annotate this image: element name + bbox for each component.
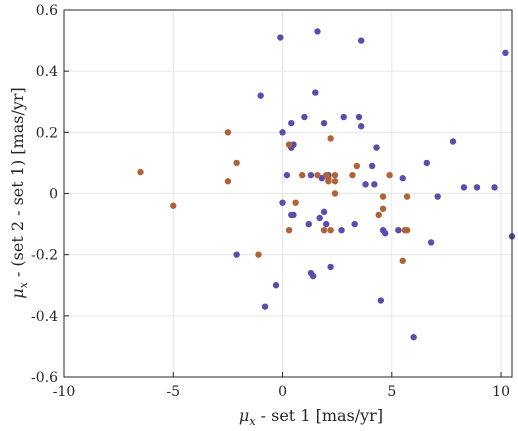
data-point: [288, 211, 295, 219]
y-tick-label: -0.4: [31, 309, 58, 325]
data-point: [403, 227, 411, 234]
y-tick-label: -0.6: [31, 370, 58, 386]
data-point: [362, 181, 369, 188]
y-tick-label: 0.4: [36, 64, 58, 80]
y-tick-label: 0.2: [36, 125, 58, 141]
data-point: [331, 190, 339, 197]
data-point: [285, 227, 293, 234]
x-tick-label: 10: [492, 384, 510, 400]
y-tick-label: -0.2: [31, 248, 58, 264]
data-point: [320, 208, 328, 216]
data-point: [460, 184, 468, 191]
data-point: [301, 113, 308, 121]
y-tick-label: 0: [49, 187, 58, 203]
data-point: [257, 92, 264, 99]
data-points: [137, 28, 516, 341]
data-point: [279, 199, 286, 206]
data-point: [373, 144, 380, 151]
data-point: [288, 119, 295, 127]
data-point: [434, 193, 441, 200]
x-tick-label: -5: [166, 384, 180, 400]
data-point: [327, 263, 334, 271]
data-point: [368, 162, 376, 170]
series-1: [233, 28, 516, 341]
data-point: [320, 227, 328, 234]
data-point: [331, 178, 339, 185]
data-point: [371, 181, 378, 188]
data-point: [316, 214, 323, 222]
data-point: [170, 202, 177, 209]
data-point: [355, 113, 363, 121]
y-axis-label: μx - (set 2 - set 1) [mas/yr]: [8, 87, 30, 299]
data-point: [327, 135, 334, 142]
data-point: [349, 171, 356, 179]
data-point: [314, 28, 321, 35]
data-point: [224, 129, 232, 136]
y-axis-label-symbol: μ: [8, 288, 27, 298]
data-point: [410, 334, 417, 341]
data-point: [312, 89, 319, 96]
data-point: [233, 159, 240, 167]
y-axis-label-subscript: x: [17, 281, 30, 288]
data-point: [137, 168, 144, 176]
data-point: [279, 129, 286, 136]
y-tick-label: 0.6: [36, 3, 58, 19]
data-point: [403, 193, 411, 200]
data-point: [331, 171, 339, 179]
data-point: [423, 159, 430, 167]
data-point: [314, 171, 321, 179]
data-point: [379, 205, 387, 212]
data-point: [285, 141, 293, 148]
data-point: [399, 175, 406, 182]
data-point: [353, 162, 361, 170]
data-point: [320, 119, 328, 127]
y-axis-label-text: - (set 2 - set 1) [mas/yr]: [8, 87, 27, 282]
x-axis-label: μx - set 1 [mas/yr]: [239, 406, 383, 428]
data-point: [375, 211, 382, 219]
data-point: [233, 251, 240, 258]
data-point: [283, 171, 291, 179]
data-point: [427, 239, 435, 246]
data-point: [379, 193, 387, 200]
data-point: [261, 303, 269, 310]
data-point: [382, 230, 389, 237]
data-point: [338, 227, 345, 234]
data-point: [502, 49, 509, 57]
data-point: [399, 257, 406, 264]
data-point: [395, 227, 402, 234]
data-point: [358, 37, 365, 44]
data-point: [358, 123, 365, 130]
data-point: [351, 220, 358, 228]
data-point: [307, 171, 315, 179]
data-point: [327, 227, 334, 234]
x-axis-label-text: - set 1 [mas/yr]: [256, 406, 384, 425]
data-point: [377, 297, 385, 304]
data-point: [299, 171, 306, 179]
data-point: [386, 171, 393, 179]
data-point: [449, 138, 457, 145]
x-axis-label-subscript: x: [249, 415, 256, 428]
data-point: [277, 34, 284, 41]
x-tick-label: 5: [387, 384, 396, 400]
data-point: [292, 199, 299, 206]
data-point: [325, 178, 332, 185]
x-tick-label: -10: [53, 384, 76, 400]
tick-labels: -10 -5 0 5 10 -0.6 -0.4 -0.2 0 0.2 0.4 0.6: [31, 3, 510, 400]
data-point: [340, 113, 347, 121]
data-point: [305, 220, 312, 228]
grid-lines: [63, 9, 512, 378]
series-2: [137, 129, 411, 264]
data-point: [491, 184, 498, 191]
data-point: [309, 272, 317, 280]
data-point: [272, 282, 280, 289]
data-point: [323, 220, 330, 228]
data-point: [473, 184, 481, 191]
data-point: [224, 178, 232, 185]
data-point: [255, 251, 262, 258]
x-tick-label: 0: [278, 384, 287, 400]
x-axis-label-symbol: μ: [239, 406, 249, 425]
